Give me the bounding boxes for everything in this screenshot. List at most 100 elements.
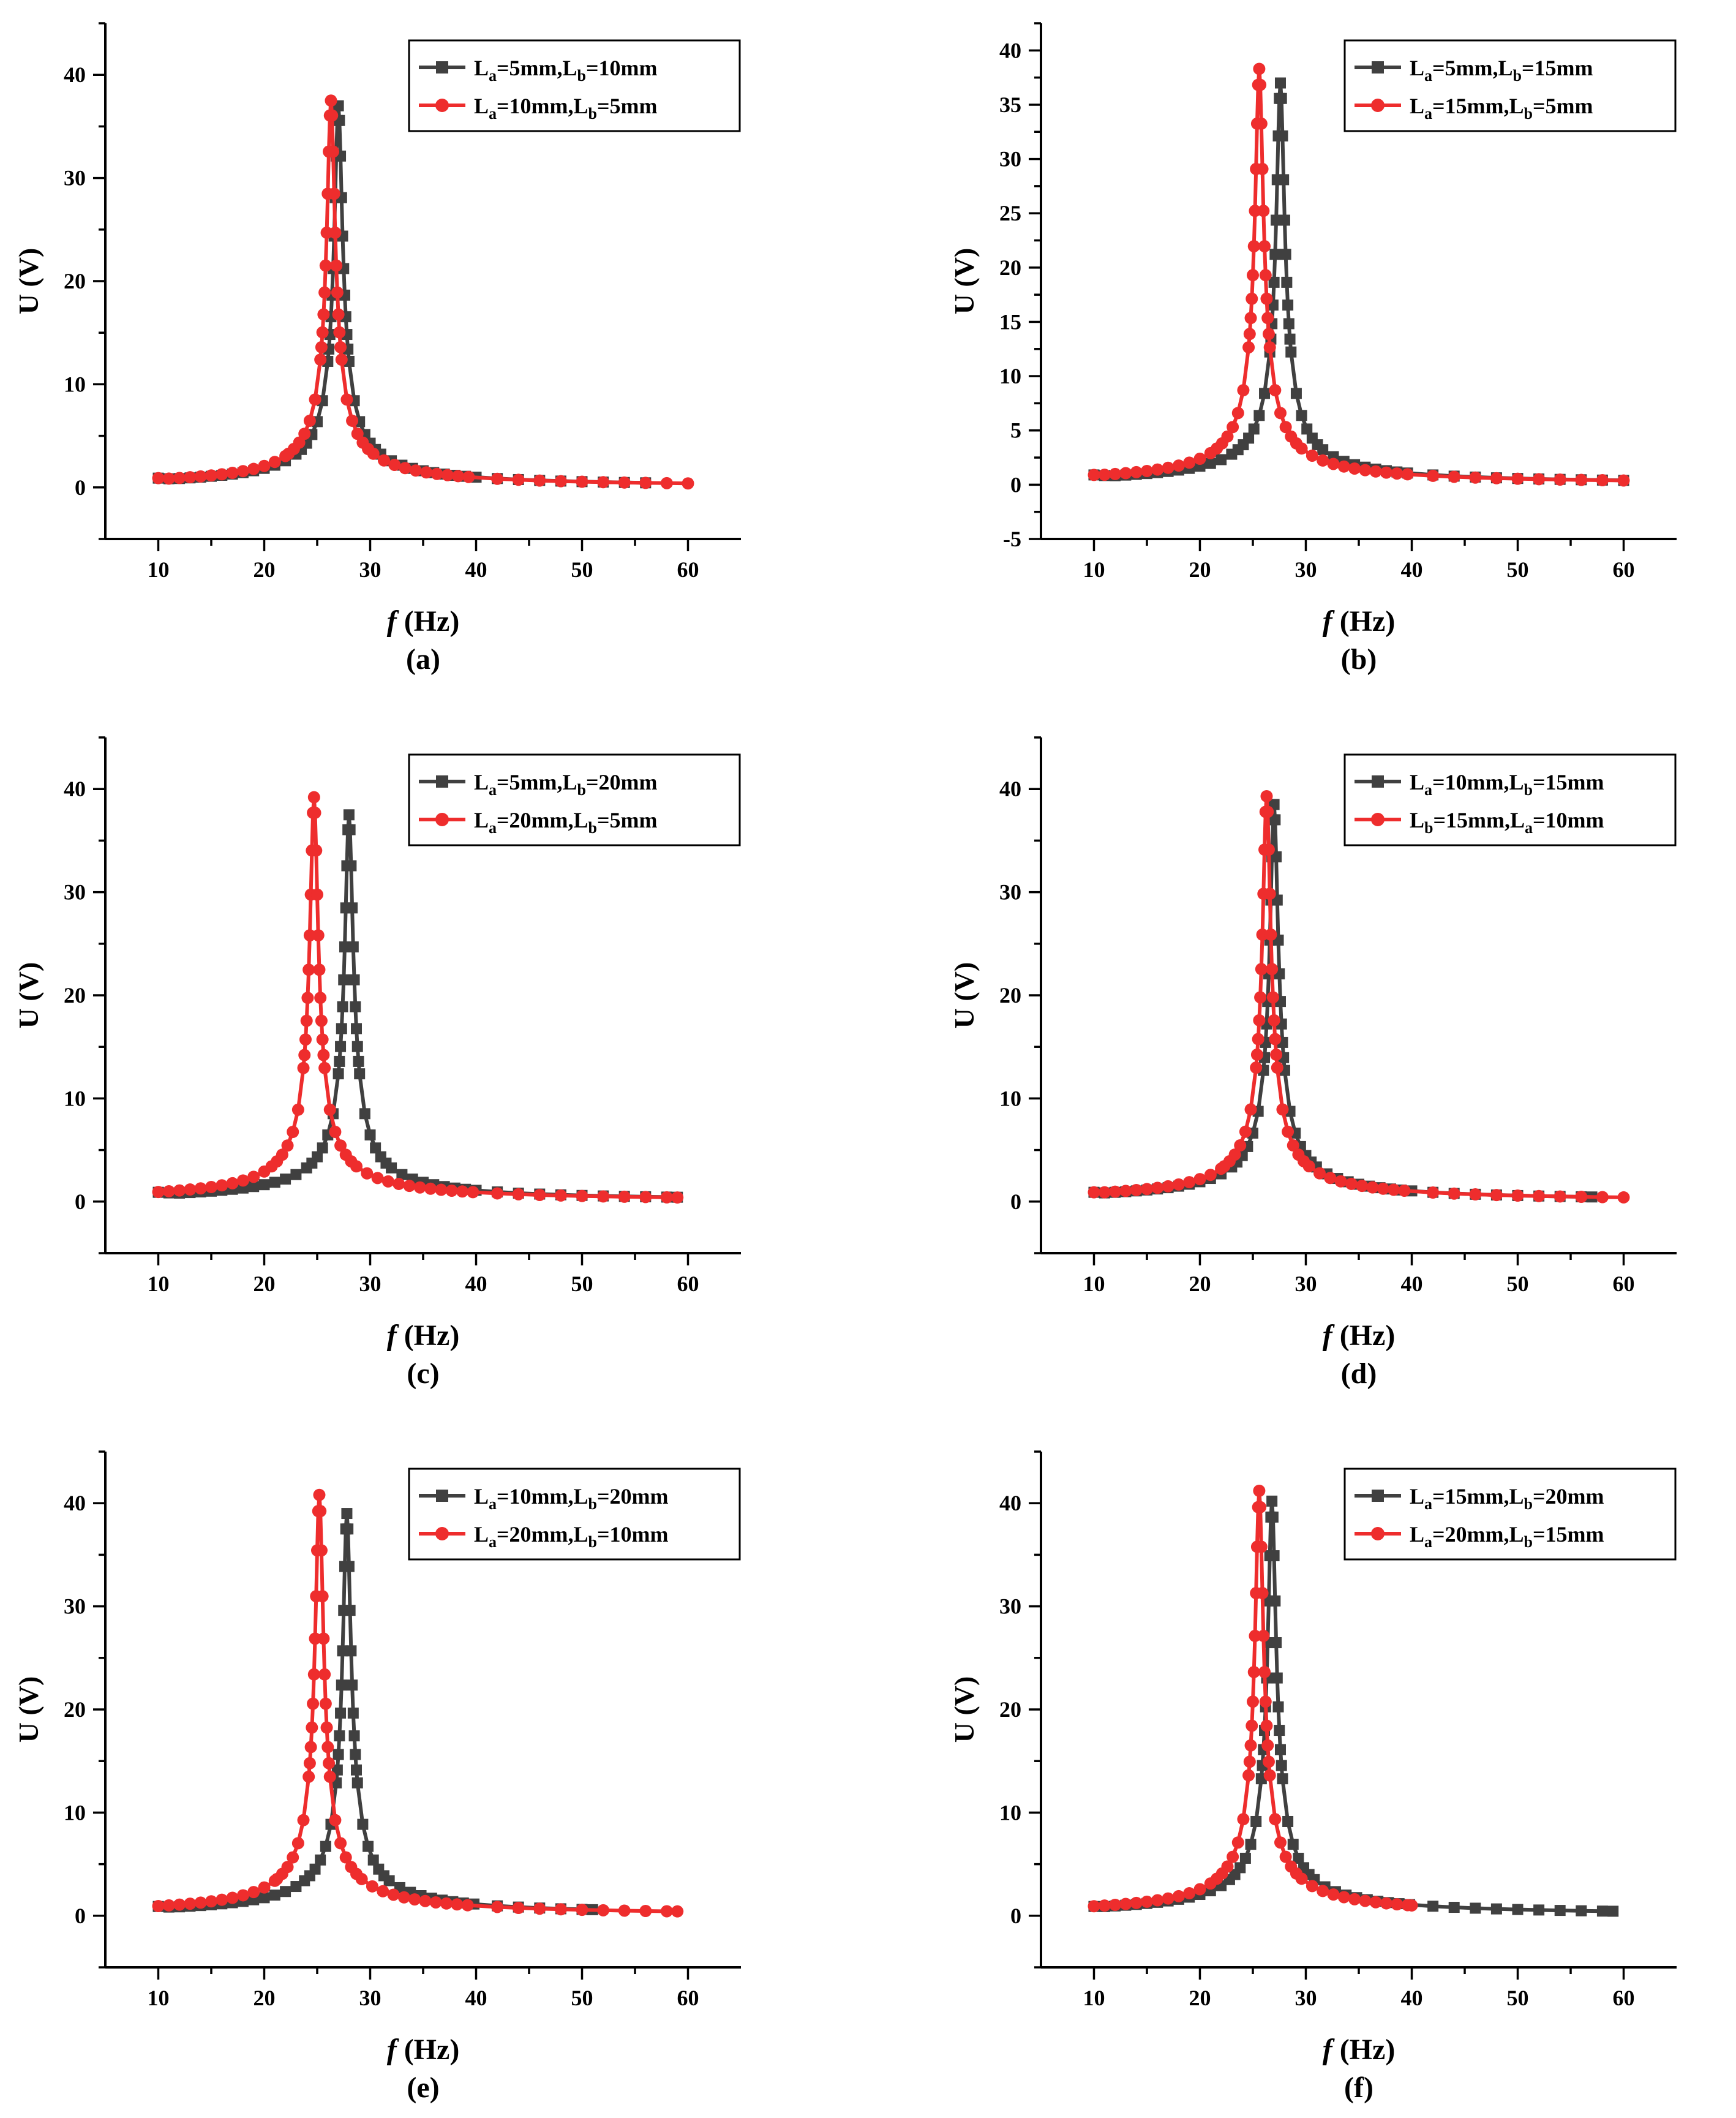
data-point (1266, 1495, 1278, 1507)
data-point (1448, 1187, 1460, 1200)
data-point (333, 326, 346, 339)
data-point (1279, 1850, 1292, 1863)
y-tick-label: 15 (999, 309, 1021, 334)
x-tick-label: 20 (254, 557, 276, 582)
legend-text-part: L (574, 94, 588, 118)
data-point (216, 468, 228, 481)
data-point (370, 1142, 381, 1154)
data-point (1293, 1852, 1304, 1864)
y-tick-label: 10 (999, 1086, 1021, 1110)
y-tick-label: 10 (999, 364, 1021, 388)
data-point (247, 462, 260, 475)
data-point (1511, 472, 1524, 485)
legend-box (1343, 39, 1677, 132)
data-point (440, 1897, 453, 1910)
data-point (226, 467, 239, 480)
x-tick-label: 10 (1083, 557, 1105, 582)
x-tick-label: 50 (1507, 557, 1529, 582)
data-point (1427, 1186, 1440, 1199)
data-point (393, 1177, 405, 1190)
series-black (1088, 799, 1598, 1203)
data-point (347, 1679, 358, 1691)
legend-entry: La=20mm,Lb=15mm (1410, 1522, 1604, 1551)
data-point (1369, 465, 1382, 478)
data-point (371, 1172, 384, 1185)
data-point (236, 1174, 249, 1187)
data-point (1172, 1890, 1185, 1902)
data-point (403, 1180, 416, 1193)
data-point (325, 94, 337, 107)
data-point (334, 1837, 347, 1850)
legend-text-part: L (574, 1522, 588, 1547)
data-point (298, 1049, 311, 1061)
data-point (1317, 1885, 1329, 1898)
data-point (597, 1190, 610, 1203)
data-point (1324, 1172, 1337, 1185)
data-point (258, 1892, 270, 1904)
legend-text-part: L (574, 808, 588, 832)
data-point (280, 1886, 291, 1898)
data-point (1268, 1014, 1280, 1027)
data-point (1221, 1860, 1234, 1873)
legend-entry: La=15mm,Lb=5mm (1410, 94, 1593, 122)
data-point (1327, 458, 1340, 470)
panel-caption: (d) (1341, 1357, 1377, 1390)
data-point (1141, 1895, 1153, 1908)
data-point (313, 963, 326, 976)
data-point (1596, 1905, 1608, 1917)
data-point (258, 459, 271, 472)
data-point (381, 1175, 394, 1188)
x-axis-label: f (Hz) (387, 2033, 460, 2066)
data-point (1490, 1189, 1503, 1202)
data-point (639, 477, 652, 489)
data-point (361, 1167, 374, 1180)
data-point (216, 1893, 228, 1906)
legend-swatch-marker (436, 775, 448, 788)
data-point (1227, 1850, 1239, 1863)
data-point (1271, 214, 1282, 226)
legend-text-part: =20mm (586, 770, 658, 794)
data-point (1193, 1883, 1206, 1896)
data-point (1317, 444, 1329, 456)
legend-text-part: b (1524, 1495, 1533, 1513)
data-point (597, 476, 610, 489)
legend-text-part: =20mm (597, 1484, 669, 1509)
data-point (1256, 1587, 1269, 1600)
legend-entry: La=10mm,Lb=5mm (474, 94, 658, 122)
legend-text-part: a (1525, 819, 1533, 837)
data-point (1109, 1185, 1122, 1198)
data-point (319, 1697, 332, 1710)
data-point (184, 1183, 197, 1196)
data-point (173, 1184, 186, 1197)
x-tick-label: 60 (1613, 1986, 1635, 2010)
data-point (318, 1668, 331, 1681)
series-red (152, 1488, 684, 1918)
legend-text-part: =5mm (1533, 94, 1593, 118)
panel-caption: (c) (407, 1357, 439, 1390)
data-point (618, 1904, 631, 1917)
legend-entry: La=5mm,Lb=20mm (474, 770, 658, 799)
data-point (323, 1757, 336, 1769)
data-point (1239, 1125, 1252, 1138)
data-point (334, 1139, 347, 1152)
x-axis-label-unit: (Hz) (397, 605, 460, 638)
data-point (1327, 1888, 1340, 1901)
data-point (1267, 1511, 1279, 1523)
data-point (408, 1893, 421, 1906)
data-point (1617, 474, 1630, 487)
data-point (1098, 469, 1111, 481)
data-point (247, 1886, 260, 1899)
data-point (1269, 1595, 1281, 1607)
data-point (1193, 453, 1206, 465)
panel-caption: (b) (1341, 643, 1377, 676)
data-point (333, 1749, 344, 1760)
data-point (269, 1890, 280, 1901)
legend-text-part: L (474, 1484, 489, 1509)
data-point (1247, 269, 1259, 282)
series-line (158, 104, 646, 485)
